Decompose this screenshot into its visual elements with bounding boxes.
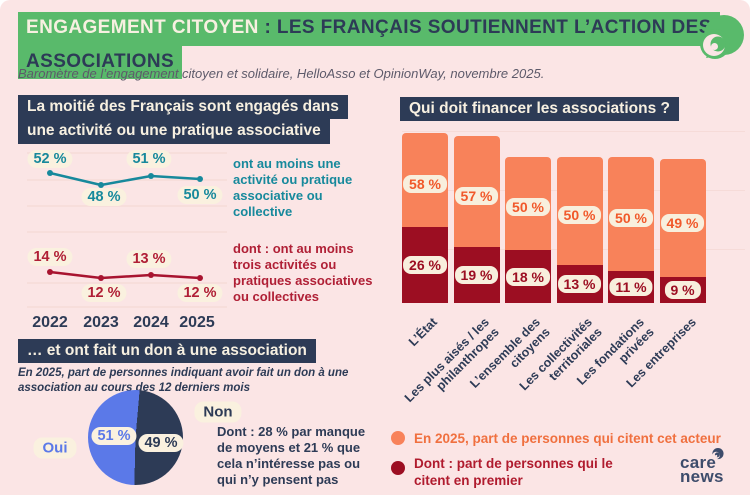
x-axis-label: 2023 xyxy=(83,314,119,331)
series2-annotation: dont : ont au moins trois activités ou p… xyxy=(233,241,373,304)
bar-value-cite: 58 % xyxy=(403,174,447,193)
carenews-word-care: care xyxy=(680,453,717,472)
bar-value-cite: 50 % xyxy=(609,209,653,228)
pie-label-oui: Oui xyxy=(33,437,77,459)
series1-annotation: ont au moins une activité ou pratique as… xyxy=(233,156,353,219)
datapoint-label: 50 % xyxy=(177,186,223,204)
bar-fondations: 50 % 11 % xyxy=(608,156,654,303)
datapoint-label: 51 % xyxy=(126,150,172,168)
x-axis-label: 2024 xyxy=(133,314,169,331)
bar-value-first: 19 % xyxy=(454,266,499,285)
datapoint-label: 14 % xyxy=(27,248,73,266)
pie-value-oui: 51 % xyxy=(91,427,137,445)
x-axis-label: 2022 xyxy=(32,314,68,331)
datapoint-label: 52 % xyxy=(27,150,73,168)
engagement-heading-line2: une activité ou une pratique associative xyxy=(18,119,330,144)
title-line-1: ENGAGEMENT CITOYEN : LES FRANÇAIS SOUTIE… xyxy=(18,12,720,46)
donation-heading: … et ont fait un don à une association xyxy=(18,339,316,364)
bar-letat: 58 % 26 % xyxy=(402,133,448,303)
x-axis-label: 2025 xyxy=(179,314,215,331)
legend-dot-red-icon xyxy=(391,461,405,475)
engagement-heading: La moitié des Français sont engagés dans… xyxy=(18,95,348,144)
title-highlight: ENGAGEMENT CITOYEN xyxy=(26,17,259,38)
donation-heading-text: … et ont fait un don à une association xyxy=(18,339,316,364)
bar-value-first: 13 % xyxy=(557,274,602,293)
bar-value-first: 26 % xyxy=(403,255,447,274)
bar-entreprises: 49 % 9 % xyxy=(659,159,706,303)
bar-value-cite: 50 % xyxy=(557,206,602,225)
datapoint-label: 48 % xyxy=(81,188,127,206)
gridline xyxy=(402,131,745,132)
pie-value-non: 49 % xyxy=(138,434,184,452)
datapoint-label: 13 % xyxy=(126,250,172,268)
pie-label-non: Non xyxy=(194,401,242,423)
legend-dot-salmon-icon xyxy=(391,431,405,445)
source-subtitle: Baromètre de l’engagement citoyen et sol… xyxy=(18,66,545,81)
donation-subtitle: En 2025, part de personnes indiquant avo… xyxy=(18,367,349,394)
donation-no-detail: Dont : 28 % par manque de moyens et 21 %… xyxy=(217,424,366,487)
datapoint-label: 12 % xyxy=(177,284,223,302)
bottom-margin xyxy=(0,495,750,500)
green-swirl-logo-icon xyxy=(698,14,744,67)
title-rest: : LES FRANÇAIS SOUTIENNENT L’ACTION DES xyxy=(258,17,712,38)
bar-collectivites: 50 % 13 % xyxy=(556,156,603,303)
bar-value-first: 9 % xyxy=(664,280,701,299)
legend-label-cite: En 2025, part de personnes qui citent ce… xyxy=(414,431,721,446)
title-line-2: ASSOCIATIONS xyxy=(18,45,183,79)
bar-value-cite: 50 % xyxy=(506,198,550,217)
page-title: ENGAGEMENT CITOYEN : LES FRANÇAIS SOUTIE… xyxy=(18,12,720,79)
carenews-swirl-icon xyxy=(711,448,724,466)
bar-value-cite: 49 % xyxy=(660,213,705,232)
financing-heading-text: Qui doit financer les associations ? xyxy=(400,97,679,122)
engagement-heading-line1: La moitié des Français sont engagés dans xyxy=(18,95,348,120)
bar-philanthropes: 57 % 19 % xyxy=(453,136,500,303)
bar-citoyens: 50 % 18 % xyxy=(505,156,551,303)
carenews-word-news: news xyxy=(680,467,724,486)
legend-label-first: Dont : part de personnes qui le citent e… xyxy=(414,456,613,488)
bar-value-first: 18 % xyxy=(506,267,550,286)
bar-value-first: 11 % xyxy=(609,277,653,296)
bar-value-cite: 57 % xyxy=(454,187,499,206)
datapoint-label: 12 % xyxy=(81,284,127,302)
financing-heading: Qui doit financer les associations ? xyxy=(400,97,679,122)
